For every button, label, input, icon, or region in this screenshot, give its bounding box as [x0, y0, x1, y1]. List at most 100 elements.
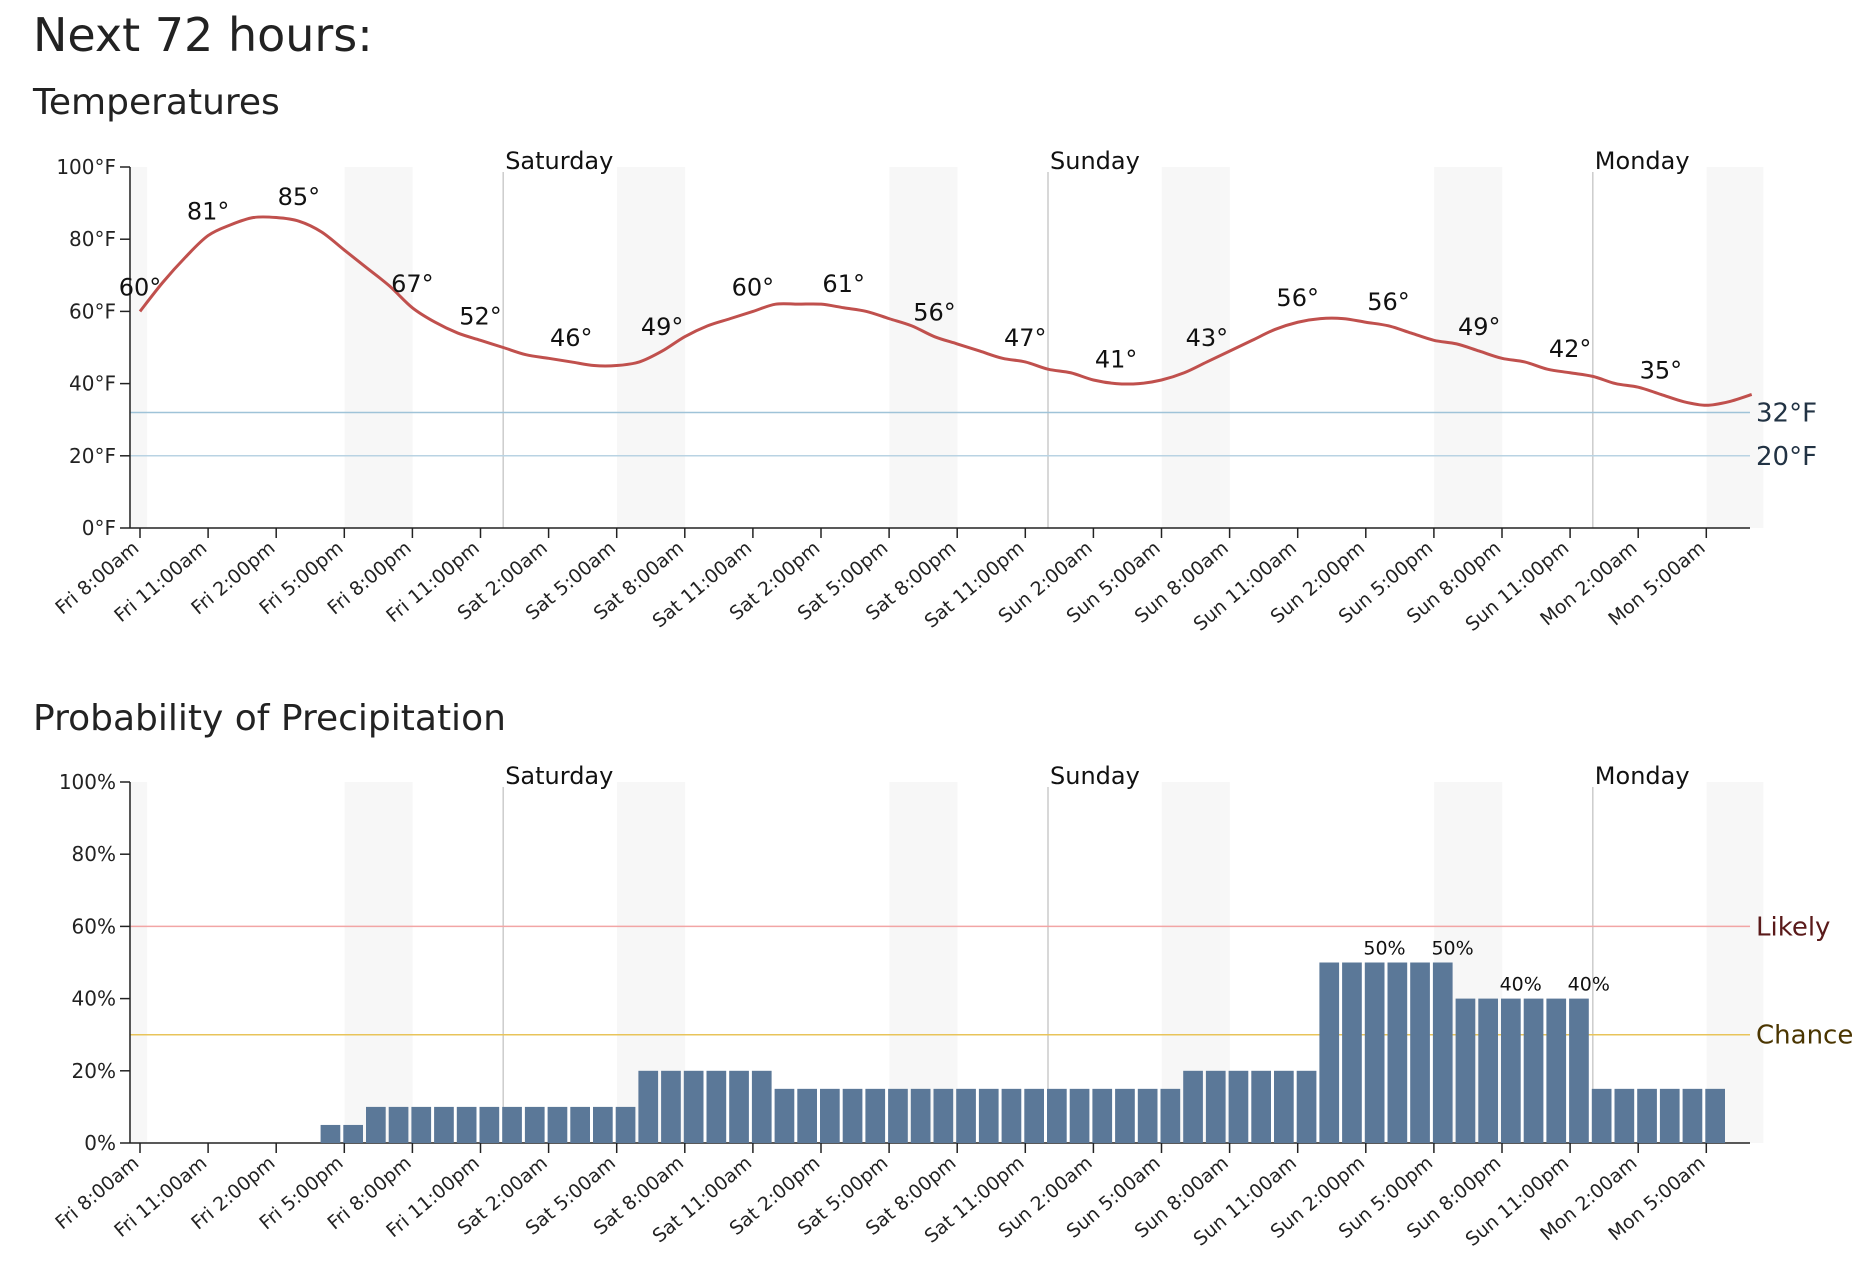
y-tick-label: 20°F — [69, 444, 116, 468]
precipitation-bar-label: 50% — [1363, 938, 1405, 960]
night-band — [344, 782, 413, 1143]
reference-label: 32°F — [1756, 398, 1817, 428]
temperature-label: 35° — [1640, 356, 1683, 384]
precipitation-bar — [1682, 1088, 1703, 1143]
precipitation-bar — [1410, 962, 1430, 1143]
precipitation-bar — [1160, 1088, 1181, 1143]
y-tick-label: 80% — [72, 842, 116, 866]
temperature-label: 61° — [822, 270, 865, 298]
day-label: Monday — [1595, 762, 1690, 790]
day-label: Sunday — [1050, 147, 1140, 175]
precipitation-bar — [910, 1088, 931, 1143]
reference-label: Likely — [1756, 912, 1830, 942]
temperature-label: 60° — [732, 273, 775, 301]
precipitation-bar — [1432, 962, 1453, 1143]
temperature-label: 49° — [641, 313, 684, 341]
precipitation-bar — [820, 1088, 840, 1143]
precipitation-bar — [320, 1124, 341, 1143]
precipitation-bar — [797, 1088, 817, 1143]
reference-label: Chance — [1756, 1021, 1853, 1051]
y-tick-label: 100°F — [56, 155, 116, 179]
temperature-label: 56° — [913, 299, 956, 327]
temperature-label: 52° — [459, 302, 502, 330]
precipitation-bar — [479, 1106, 500, 1143]
precipitation-bar — [1047, 1088, 1067, 1143]
precipitation-bar — [1115, 1088, 1135, 1143]
night-band — [1706, 167, 1764, 528]
precipitation-bar-label: 40% — [1500, 974, 1542, 996]
precipitation-bar — [888, 1088, 908, 1143]
precipitation-bar — [1296, 1070, 1317, 1143]
precipitation-bar — [751, 1070, 772, 1143]
precipitation-bar — [1546, 998, 1567, 1143]
temperature-label: 56° — [1276, 284, 1319, 312]
night-band — [616, 167, 686, 528]
day-label: Saturday — [505, 147, 613, 175]
precipitation-bar — [638, 1070, 659, 1143]
precipitation-bar — [1591, 1088, 1612, 1143]
precipitation-bar-label: 40% — [1568, 974, 1610, 996]
precipitation-bar — [524, 1106, 545, 1143]
precipitation-bar — [1569, 998, 1589, 1143]
reference-label: 20°F — [1756, 442, 1817, 472]
precipitation-bar — [1659, 1088, 1680, 1143]
temperature-line — [138, 215, 1753, 407]
precipitation-bar-labels: 50% 50% 40% 40% — [1363, 938, 1610, 996]
y-tick-label: 60°F — [69, 299, 116, 323]
temperature-label: 47° — [1004, 324, 1047, 352]
y-tick-label: 0% — [84, 1131, 116, 1155]
precipitation-bar — [865, 1088, 886, 1143]
precipitation-bar — [1364, 962, 1385, 1143]
temperature-label: 67° — [391, 270, 434, 298]
precipitation-chart-title: Probability of Precipitation — [33, 698, 506, 739]
temperature-label: 41° — [1095, 346, 1138, 374]
precipitation-bar — [547, 1106, 568, 1143]
precipitation-bar — [774, 1088, 795, 1143]
y-tick-label: 100% — [59, 770, 116, 794]
precipitation-bar — [1001, 1088, 1022, 1143]
precipitation-bar — [978, 1088, 999, 1143]
temperatures-chart: Saturday Sunday Monday32°F20°F0°F20°F40°F6… — [51, 147, 1817, 636]
precipitation-bar — [1478, 998, 1498, 1143]
precipitation-bar — [1069, 1088, 1090, 1143]
night-band — [1161, 167, 1230, 528]
precipitation-bar — [842, 1088, 863, 1143]
precipitation-bar — [1274, 1070, 1294, 1143]
precipitation-bar — [1637, 1088, 1657, 1143]
precipitation-bar — [1705, 1088, 1725, 1143]
temperature-label: 46° — [550, 324, 593, 352]
precipitation-bar — [661, 1070, 681, 1143]
y-tick-label: 40% — [72, 987, 116, 1011]
precipitation-bar — [1205, 1070, 1226, 1143]
day-label: Monday — [1595, 147, 1690, 175]
precipitation-bar — [956, 1088, 976, 1143]
precipitation-bar — [1092, 1088, 1113, 1143]
precipitation-bar — [615, 1106, 636, 1143]
night-band — [889, 782, 958, 1143]
night-band — [1706, 782, 1764, 1143]
y-tick-label: 80°F — [69, 227, 116, 251]
y-tick-label: 20% — [72, 1059, 116, 1083]
precipitation-bar — [343, 1124, 363, 1143]
temperature-label: 42° — [1549, 335, 1592, 363]
precipitation-bar — [1455, 998, 1476, 1143]
precipitation-bar — [1614, 1088, 1635, 1143]
y-axis: 0°F 20°F 40°F 60°F 80°F 100°F — [56, 155, 131, 540]
y-tick-label: 0°F — [82, 516, 116, 540]
precipitation-bar — [683, 1070, 704, 1143]
precipitation-bar — [1183, 1070, 1203, 1143]
precipitation-bar — [1228, 1070, 1249, 1143]
precipitation-bar — [1342, 962, 1362, 1143]
precipitation-bar — [366, 1106, 386, 1143]
precipitation-chart: Saturday Sunday Monday Likely Chance 0% 20% 40%… — [51, 762, 1853, 1251]
precipitation-bars — [320, 962, 1725, 1143]
precipitation-bar — [502, 1106, 522, 1143]
page-title: Next 72 hours: — [33, 8, 373, 62]
precipitation-bar — [593, 1106, 613, 1143]
precipitation-bar — [1387, 962, 1408, 1143]
night-band — [128, 167, 148, 528]
temperature-label: 43° — [1186, 324, 1229, 352]
temperature-label: 60° — [119, 273, 162, 301]
night-shading — [128, 167, 1764, 528]
